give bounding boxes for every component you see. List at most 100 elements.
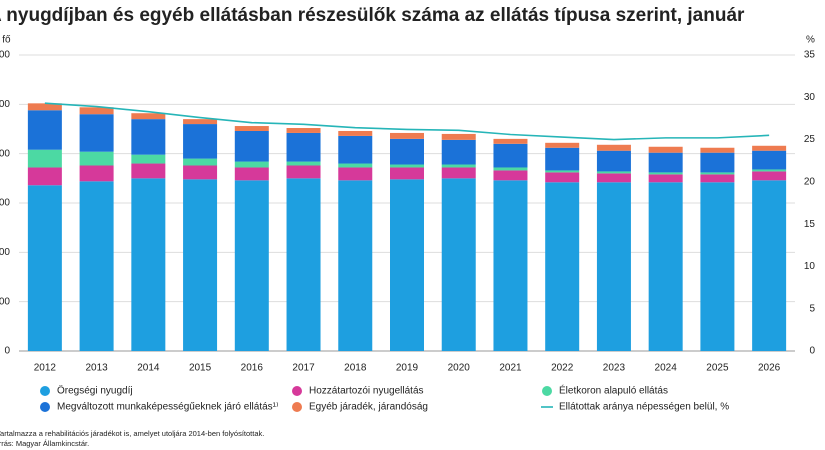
x-tick-label: 2012 [34,363,57,374]
y2-tick-label: 10 [804,261,816,272]
bar-segment [648,152,683,173]
bar-segment [441,178,476,351]
y-axis-label: ezer fő [0,35,11,46]
bar-segment [596,150,631,172]
x-tick-label: 2014 [137,363,160,374]
bar-segment [338,163,373,168]
bar-segment [390,164,424,168]
bar-segment [286,161,321,166]
bar-segment [79,114,114,152]
bar-segment [27,110,62,150]
x-tick-label: 2016 [241,363,264,374]
bar-segment [79,151,114,166]
bar-segment [441,167,476,179]
y-tick-label: 2 500 [0,99,10,110]
legend-swatch [292,386,302,396]
bar-segment [234,126,269,131]
bar-segment [338,130,373,136]
bar-segment [493,170,528,181]
x-tick-label: 2015 [189,363,212,374]
y2-tick-label: 0 [809,346,815,357]
bar-segment [493,143,528,168]
bar-segment [131,113,166,120]
bar-segment [234,167,269,181]
bar-segment [752,180,787,351]
bar-segment [700,172,735,175]
bar-segment [596,173,631,183]
bar-segment [234,130,269,162]
chart-title: A nyugdíjban és egyéb ellátásban részesü… [0,5,745,26]
y-tick-label: 2 000 [0,148,10,159]
bar-segment [338,135,373,164]
bar-segment [27,167,62,186]
bar-segment [545,147,580,171]
bar-segment [596,171,631,174]
y-tick-label: 1 500 [0,198,10,209]
bar-segment [648,146,683,153]
footnote: ¹⁾ Tartalmazza a rehabilitációs járadéko… [0,429,264,438]
bar-segment [183,165,218,180]
x-tick-label: 2018 [344,363,367,374]
bar-segment [234,161,269,168]
bar-segment [27,185,62,351]
bar-segment [79,107,114,115]
bar-segment [79,165,114,182]
bar-segment [286,178,321,351]
y2-tick-label: 20 [804,176,816,187]
legend-swatch [40,402,50,412]
y2-axis-label: % [806,35,815,46]
bar-segment [752,171,787,181]
bar-segment [700,182,735,351]
x-tick-label: 2026 [758,363,781,374]
legend-swatch [292,402,302,412]
y2-tick-label: 5 [809,303,815,314]
ratio-line [44,102,770,141]
legend-label: Ellátottak aránya népességen belül, % [559,402,729,413]
x-tick-label: 2019 [396,363,419,374]
bar-segment [752,145,787,151]
bar-segment [545,170,580,173]
bar-segment [390,167,424,180]
bar-segment [131,119,166,155]
bar-segment [648,174,683,183]
y2-tick-label: 25 [804,134,816,145]
bar-segment [441,139,476,165]
bar-segment [493,180,528,351]
bar-segment [596,182,631,351]
x-tick-label: 2024 [655,363,678,374]
legend-label: Egyéb járadék, járandóság [309,402,428,413]
bar-segment [183,179,218,351]
x-tick-label: 2013 [85,363,108,374]
legend-swatch [542,386,552,396]
bar-segment [131,154,166,164]
x-tick-label: 2020 [448,363,471,374]
bar-segment [545,182,580,351]
bar-segment [183,124,218,159]
bar-segment [183,158,218,166]
bar-segment [131,163,166,179]
bar-segment [596,144,631,151]
source: Forrás: Magyar Államkincstár. [0,439,89,448]
bar-segment [752,169,787,172]
legend-label: Hozzátartozói nyugellátás [309,386,424,397]
y-tick-label: 0 [4,346,10,357]
x-tick-label: 2021 [499,363,522,374]
y-tick-label: 3 000 [0,50,10,61]
bar-segment [286,128,321,133]
bar-segment [545,172,580,183]
bar-segment [338,167,373,181]
legend-label: Életkoron alapuló ellátás [559,384,668,397]
bar-segment [700,174,735,183]
x-tick-label: 2023 [603,363,626,374]
bar-segment [493,138,528,144]
bar-segment [27,103,62,111]
bar-segment [286,165,321,179]
bar-segment [390,179,424,351]
bar-segment [390,138,424,165]
bar-segment [79,181,114,351]
x-tick-label: 2017 [292,363,315,374]
bar-segment [700,147,735,153]
bar-segment [234,180,269,351]
bar-segment [545,142,580,148]
